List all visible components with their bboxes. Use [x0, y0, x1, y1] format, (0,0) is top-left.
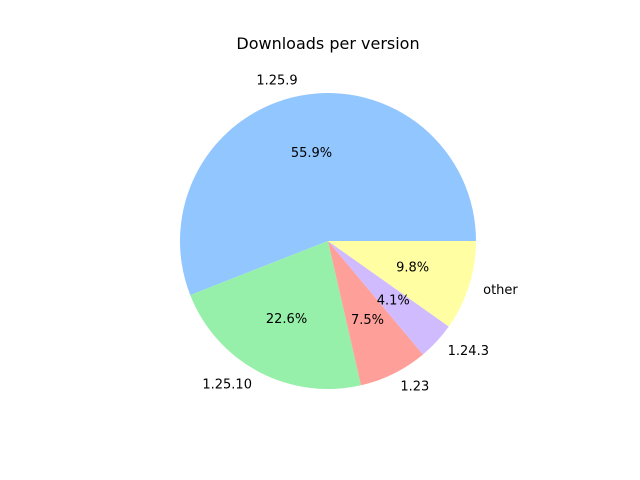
slice-label-other: other: [483, 283, 518, 298]
slice-percent-other: 9.8%: [396, 260, 429, 275]
pie-slice-1-25-9: [179, 93, 476, 296]
slice-percent-1-24-3: 4.1%: [377, 294, 410, 309]
pie-slices: [179, 93, 476, 390]
slice-label-1-23: 1.23: [400, 379, 429, 394]
pie-slice-other: [328, 241, 476, 327]
slice-percent-1-23: 7.5%: [351, 313, 384, 328]
slice-percent-1-25-9: 55.9%: [291, 146, 332, 161]
pie-labels: 1.25.9 55.9% 1.25.10 22.6% 1.23 7.5% 1.24.3 4.1…: [202, 74, 518, 395]
slice-percent-1-25-10: 22.6%: [266, 312, 307, 327]
pie-slice-1-25-10: [190, 241, 361, 390]
slice-label-1-25-9: 1.25.9: [256, 74, 297, 89]
pie-slice-1-24-3: [328, 241, 449, 355]
slice-label-1-24-3: 1.24.3: [448, 344, 489, 359]
pie-slice-1-23: [328, 241, 423, 386]
slice-label-1-25-10: 1.25.10: [202, 377, 252, 392]
chart-title: Downloads per version: [236, 34, 419, 53]
